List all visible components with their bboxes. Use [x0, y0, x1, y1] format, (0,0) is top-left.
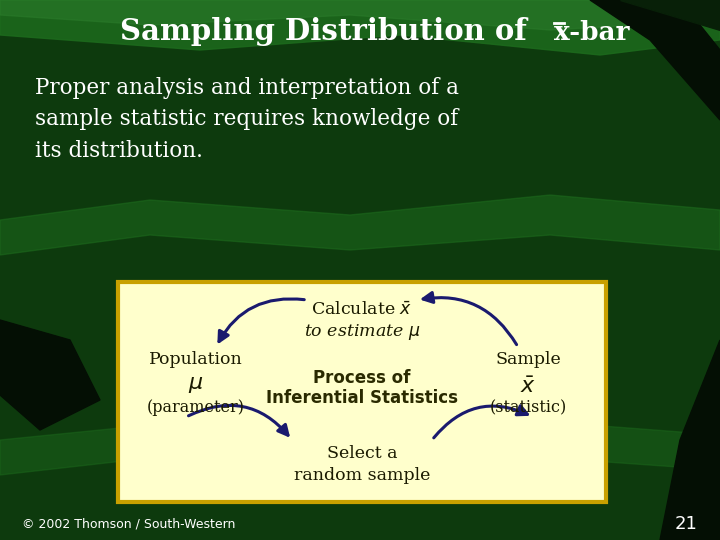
Text: © 2002 Thomson / South-Western: © 2002 Thomson / South-Western: [22, 517, 235, 530]
Polygon shape: [620, 0, 720, 30]
FancyArrowPatch shape: [423, 293, 516, 345]
Polygon shape: [660, 340, 720, 540]
Text: to estimate $\mu$: to estimate $\mu$: [304, 322, 420, 342]
Text: Sample: Sample: [495, 352, 561, 368]
Text: Inferential Statistics: Inferential Statistics: [266, 389, 458, 407]
Text: Calculate $\bar{x}$: Calculate $\bar{x}$: [311, 301, 413, 319]
Text: Select a: Select a: [327, 446, 397, 462]
Text: random sample: random sample: [294, 468, 430, 484]
FancyArrowPatch shape: [219, 299, 305, 342]
Polygon shape: [590, 0, 720, 120]
Text: $\mu$: $\mu$: [188, 373, 204, 395]
Polygon shape: [0, 422, 720, 475]
Polygon shape: [0, 195, 720, 255]
Text: (parameter): (parameter): [147, 400, 245, 416]
Text: Process of: Process of: [313, 369, 410, 387]
Text: Sampling Distribution of: Sampling Distribution of: [120, 17, 537, 46]
Polygon shape: [0, 0, 720, 55]
Text: Proper analysis and interpretation of a
sample statistic requires knowledge of
i: Proper analysis and interpretation of a …: [35, 77, 459, 161]
Text: 21: 21: [675, 515, 698, 533]
Polygon shape: [0, 0, 720, 30]
Text: $\bar{x}$: $\bar{x}$: [520, 376, 536, 398]
Text: Population: Population: [149, 352, 243, 368]
Text: (statistic): (statistic): [490, 400, 567, 416]
Polygon shape: [0, 320, 100, 430]
FancyArrowPatch shape: [433, 406, 527, 438]
Text: x-bar: x-bar: [554, 19, 629, 44]
FancyBboxPatch shape: [118, 282, 606, 502]
FancyArrowPatch shape: [189, 406, 288, 435]
